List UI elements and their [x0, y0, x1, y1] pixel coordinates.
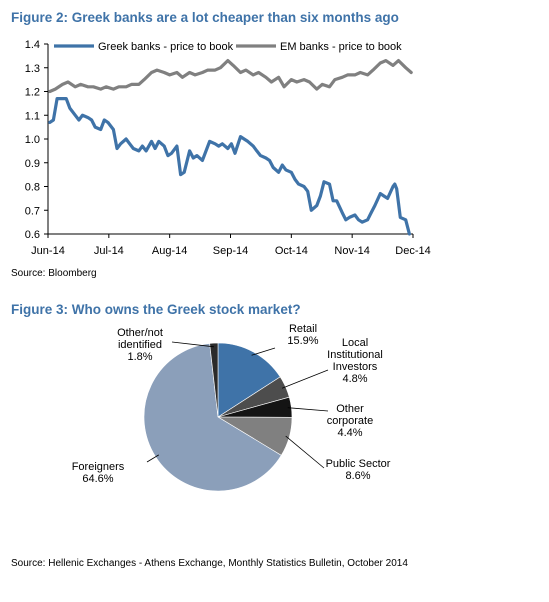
x-tick-label: Sep-14 [213, 245, 248, 257]
line-chart-axes: 0.6 0.7 0.8 0.9 1.0 1.1 1.2 1.3 1.4 Jun-14 Jul-14 A… [25, 39, 431, 257]
pie-value-label: 15.9% [287, 335, 318, 347]
figure3-source: Source: Hellenic Exchanges - Athens Exch… [11, 558, 408, 569]
y-tick-label: 0.9 [25, 158, 40, 170]
pie-slice [217, 342, 281, 418]
y-tick-label: 1.4 [25, 39, 40, 51]
pie-slice-label: Other [336, 403, 364, 415]
pie-leader-line [281, 369, 329, 389]
y-tick-label: 1.3 [25, 63, 40, 75]
legend-label: EM banks - price to book [280, 41, 402, 53]
y-tick-label: 0.7 [25, 205, 40, 217]
greek-banks-series-line [48, 96, 411, 236]
pie-slice-label: Local [342, 337, 368, 349]
figure2-source: Source: Bloomberg [11, 268, 97, 279]
legend-label: Greek banks - price to book [98, 41, 234, 53]
x-tick-label: Jun-14 [31, 245, 65, 257]
line-chart: 0.6 0.7 0.8 0.9 1.0 1.1 1.2 1.3 1.4 Jun-14 Jul-14 A… [25, 39, 431, 257]
pie-slice-label: Retail [289, 323, 317, 335]
pie-slice-label: corporate [327, 415, 373, 427]
pie-leader-line [146, 454, 160, 463]
x-tick-label: Aug-14 [152, 245, 187, 257]
y-tick-label: 1.0 [25, 134, 40, 146]
x-tick-label: Nov-14 [334, 245, 369, 257]
pie-leader-line [251, 347, 276, 356]
pie-slice [209, 342, 219, 418]
pie-slice-label: Institutional [327, 349, 383, 361]
line-chart-series [48, 59, 413, 236]
pie-slice-label: identified [118, 339, 162, 351]
figure2-title: Figure 2: Greek banks are a lot cheaper … [11, 10, 399, 25]
line-chart-legend: Greek banks - price to book EM banks - pr… [54, 41, 402, 53]
pie-slice-label: Foreigners [72, 461, 125, 473]
y-tick-label: 1.1 [25, 110, 40, 122]
figure3-title: Figure 3: Who owns the Greek stock marke… [11, 302, 301, 317]
pie-leader-line [287, 407, 329, 412]
pie-leader-line [171, 341, 215, 348]
x-tick-label: Jul-14 [94, 245, 124, 257]
y-tick-label: 0.8 [25, 182, 40, 194]
pie-chart-slices [143, 342, 293, 492]
y-tick-label: 1.2 [25, 87, 40, 99]
y-tick-label: 0.6 [25, 229, 40, 241]
pie-value-label: 64.6% [82, 473, 113, 485]
pie-slice-label: Other/not [117, 327, 163, 339]
pie-value-label: 4.4% [337, 427, 362, 439]
em-banks-series-line [48, 59, 413, 94]
x-tick-label: Dec-14 [395, 245, 430, 257]
pie-slice-label: Public Sector [326, 458, 391, 470]
pie-value-label: 1.8% [127, 351, 152, 363]
pie-leader-line [285, 435, 325, 469]
pie-value-label: 4.8% [342, 373, 367, 385]
pie-slice-label: Investors [333, 361, 378, 373]
pie-value-label: 8.6% [345, 470, 370, 482]
x-tick-label: Oct-14 [275, 245, 308, 257]
